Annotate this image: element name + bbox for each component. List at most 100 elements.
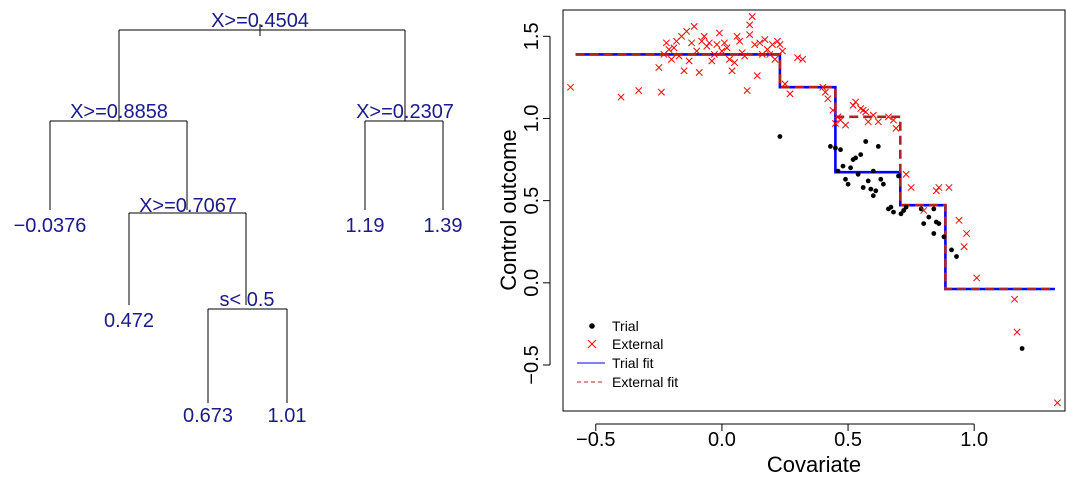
external-point xyxy=(819,83,827,91)
external-point-stroke xyxy=(786,90,794,98)
external-point xyxy=(683,27,691,35)
legend: Trial External Trial fit External fit xyxy=(577,318,678,390)
external-point-stroke xyxy=(836,116,845,124)
trial-point xyxy=(870,193,876,199)
external-point xyxy=(756,39,764,47)
data-points xyxy=(567,13,1061,407)
external-point-stroke xyxy=(665,45,673,53)
external-point-stroke xyxy=(824,95,832,103)
legend-label: Trial xyxy=(612,318,639,334)
external-point-stroke xyxy=(685,57,693,65)
trial-point xyxy=(888,204,894,210)
external-point xyxy=(841,121,850,129)
external-point xyxy=(786,90,794,98)
external-point-stroke xyxy=(733,32,741,40)
external-point-stroke xyxy=(680,67,688,75)
external-point xyxy=(761,36,769,44)
external-point xyxy=(874,118,882,126)
external-point-stroke xyxy=(1010,295,1019,303)
external-point-stroke xyxy=(902,170,910,178)
trial-point xyxy=(865,178,871,184)
external-point xyxy=(736,37,744,45)
external-point-stroke xyxy=(852,98,860,106)
external-point xyxy=(1010,295,1019,303)
legend-trial-marker xyxy=(589,323,595,329)
x-axis-title: Covariate xyxy=(767,452,861,477)
trial-point xyxy=(881,181,886,187)
external-point-stroke xyxy=(932,187,940,195)
external-point xyxy=(892,124,900,132)
trial-point xyxy=(903,204,909,210)
external-point xyxy=(655,63,663,72)
trial-point xyxy=(828,144,833,149)
external-point xyxy=(773,37,781,45)
external-point-stroke xyxy=(864,118,872,126)
external-point-stroke xyxy=(683,27,691,35)
trial-point xyxy=(843,176,848,182)
external-point xyxy=(635,86,643,95)
external-point xyxy=(725,55,734,63)
leaf-label: 1.19 xyxy=(346,215,385,237)
external-point xyxy=(768,40,776,49)
external-point xyxy=(662,39,670,47)
legend-label: External fit xyxy=(612,374,678,390)
external-point-stroke xyxy=(889,116,898,124)
tree-labels: X>=0.4504 X>=0.8858 X>=0.2307 X>=0.7067 … xyxy=(14,10,463,427)
legend-label: Trial fit xyxy=(612,355,654,371)
external-point-stroke xyxy=(728,67,736,75)
external-point xyxy=(902,170,910,178)
external-point-stroke xyxy=(761,36,769,44)
external-point xyxy=(708,57,716,65)
external-point-stroke xyxy=(688,39,696,47)
external-point-stroke xyxy=(756,39,764,47)
external-point xyxy=(1013,328,1021,336)
external-point xyxy=(680,67,688,75)
trial-point xyxy=(848,165,853,171)
trial-point xyxy=(863,139,869,144)
external-point xyxy=(710,50,718,58)
external-point-stroke xyxy=(743,86,751,95)
external-point-stroke xyxy=(725,55,734,63)
external-point-stroke xyxy=(617,93,625,101)
external-point xyxy=(657,88,665,96)
external-point-stroke xyxy=(973,274,981,282)
external-point-stroke xyxy=(821,88,829,96)
external-point-stroke xyxy=(776,40,784,49)
trial-point xyxy=(860,185,866,190)
external-point-stroke xyxy=(831,119,839,127)
external-point xyxy=(667,55,676,63)
plot-frame xyxy=(562,9,1066,412)
external-point xyxy=(730,59,739,67)
external-point-stroke xyxy=(690,22,698,30)
external-point xyxy=(932,187,940,195)
trial-point xyxy=(868,186,874,192)
y-tick-label: 1.5 xyxy=(521,22,543,50)
trial-point xyxy=(855,171,861,177)
external-point xyxy=(920,206,928,215)
external-point xyxy=(935,183,943,192)
split-label: X>=0.4504 xyxy=(211,10,309,32)
external-point-stroke xyxy=(657,88,665,96)
split-label: X>=0.7067 xyxy=(139,195,237,217)
trial-point xyxy=(931,206,937,212)
external-point-stroke xyxy=(720,39,729,47)
scatter-plot: −0.5 0.0 0.5 1.0 −0.5 0.0 0.5 1.0 1.5 Covariate… xyxy=(496,9,1066,477)
external-point-stroke xyxy=(1053,399,1061,407)
external-point-stroke xyxy=(862,108,870,116)
external-point-stroke xyxy=(715,29,723,37)
split-label: X>=0.8858 xyxy=(70,101,168,123)
external-point-stroke xyxy=(884,113,892,121)
external-point-stroke xyxy=(705,39,713,47)
trial-point xyxy=(1019,346,1025,351)
trial-point xyxy=(931,231,937,236)
trial-point xyxy=(858,152,864,158)
split-label: s< 0.5 xyxy=(219,289,274,311)
external-point xyxy=(771,55,779,63)
trial-point xyxy=(853,155,858,161)
external-point xyxy=(794,54,802,62)
trial-point xyxy=(873,188,879,194)
external-point xyxy=(781,80,789,88)
external-point-stroke xyxy=(670,44,678,52)
external-point xyxy=(945,183,953,192)
